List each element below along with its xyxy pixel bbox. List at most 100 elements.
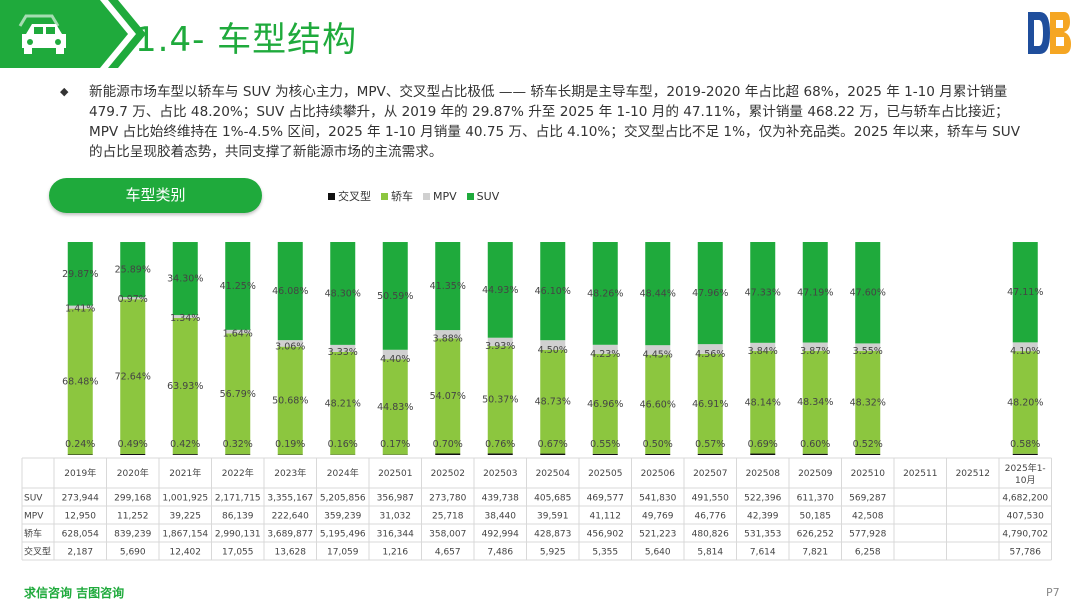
data-label: 48.30%: [325, 288, 361, 299]
bar-segment: [120, 453, 146, 455]
bar-segment: [1012, 453, 1038, 455]
category-label: 202503: [483, 469, 517, 479]
category-label: 202509: [798, 469, 833, 479]
table-cell: 359,239: [324, 512, 361, 522]
stacked-bar-chart: 0.24% 68.48% 1.41% 29.87% 0.49% 72.64% 0.97% 25…: [21, 241, 1052, 561]
bar-segment: [67, 242, 93, 306]
table-cell: 469,577: [587, 494, 624, 504]
data-label: 63.93%: [167, 381, 203, 392]
bar-segment: [697, 242, 723, 345]
table-cell: 7,614: [750, 548, 776, 558]
data-label: 3.06%: [275, 342, 305, 353]
data-label: 0.70%: [433, 439, 463, 450]
bar-segment: [225, 242, 251, 330]
bar-segment: [120, 297, 146, 300]
data-label: 4.10%: [1010, 346, 1040, 357]
bar-segment: [750, 342, 776, 351]
bar-segment: [172, 315, 198, 318]
data-label: 56.79%: [220, 389, 256, 400]
data-label: 50.37%: [482, 395, 518, 406]
data-label: 29.87%: [62, 269, 98, 280]
table-cell: 17,055: [222, 548, 254, 558]
table-cell: 456,902: [587, 530, 624, 540]
table-cell: 41,112: [590, 512, 622, 522]
bar-segment: [855, 453, 881, 455]
bar-segment: [1012, 342, 1038, 352]
data-label: 48.32%: [850, 397, 886, 408]
data-label: 46.08%: [272, 286, 308, 297]
legend-swatch: [466, 192, 474, 200]
table-cell: 839,239: [114, 530, 151, 540]
table-cell: 569,287: [849, 494, 886, 504]
category-label: 2022年: [222, 467, 254, 479]
bar-segment: [855, 242, 881, 344]
table-cell: 439,738: [482, 494, 519, 504]
bar-segment: [382, 359, 408, 455]
data-label: 0.60%: [800, 439, 830, 450]
bar-segment: [67, 305, 93, 309]
legend-item-crossover: 交叉型: [328, 188, 371, 204]
data-label: 34.30%: [167, 274, 203, 285]
data-label: 50.59%: [377, 291, 413, 302]
bar-segment: [802, 453, 828, 455]
data-label: 46.10%: [535, 286, 571, 297]
table-cell: 5,195,496: [320, 530, 366, 540]
category-label: 202508: [746, 469, 781, 479]
data-label: 0.52%: [853, 439, 883, 450]
data-label: 0.76%: [485, 439, 515, 450]
category-label: 2025年1-: [1005, 462, 1046, 474]
bar-segment: [277, 241, 303, 341]
data-label: 48.73%: [535, 397, 571, 408]
data-label: 47.19%: [797, 287, 833, 298]
bar-segment: [225, 329, 251, 334]
category-label: 202510: [851, 469, 886, 479]
data-label: 0.42%: [170, 439, 200, 450]
bar-segment: [382, 349, 408, 360]
bar-segment: [225, 333, 251, 455]
bar-segment: [172, 317, 198, 455]
bar-segment: [802, 242, 828, 343]
bar-segment: [540, 453, 566, 455]
table-cell: 39,225: [170, 512, 202, 522]
data-label: 47.11%: [1007, 287, 1043, 298]
bar-segment: [435, 338, 461, 454]
table-cell: 407,530: [1007, 512, 1044, 522]
data-label: 54.07%: [430, 391, 466, 402]
table-cell: 316,344: [377, 530, 414, 540]
table-cell: 405,685: [534, 494, 571, 504]
bar-segment: [750, 453, 776, 455]
bar-segment: [277, 346, 303, 455]
table-cell: 541,830: [639, 494, 676, 504]
data-label: 0.24%: [65, 439, 95, 450]
bar-segment: [172, 454, 198, 455]
bar-segment: [172, 242, 198, 316]
table-cell: 299,168: [114, 494, 151, 504]
table-cell: 428,873: [534, 530, 571, 540]
table-cell: 522,396: [744, 494, 781, 504]
data-label: 3.55%: [853, 346, 883, 357]
page-title: 1.4- 车型结构: [135, 20, 358, 60]
category-label: 202501: [378, 469, 412, 479]
table-cell: 4,682,200: [1002, 494, 1048, 504]
car-icon: [18, 14, 66, 54]
bar-segment: [697, 344, 723, 354]
category-label: 2021年: [169, 467, 201, 479]
table-cell: 1,216: [382, 548, 408, 558]
table-cell: 57,786: [1010, 548, 1042, 558]
category-label: 202512: [956, 469, 990, 479]
bar-segment: [1012, 351, 1038, 454]
data-label: 3.87%: [800, 346, 830, 357]
chart-legend: 交叉型 轿车 MPV SUV: [328, 188, 499, 204]
data-label: 41.25%: [220, 281, 256, 292]
data-label: 1.34%: [170, 313, 200, 324]
data-label: 1.64%: [223, 328, 253, 339]
table-cell: 521,223: [639, 530, 676, 540]
bar-segment: [487, 337, 513, 347]
legend-swatch: [328, 192, 335, 200]
bar-segment: [330, 351, 356, 455]
table-cell: 492,994: [482, 530, 519, 540]
data-label: 0.49%: [118, 439, 148, 450]
table-cell: 358,007: [429, 530, 466, 540]
bar-segment: [120, 299, 146, 454]
source-label: 求信咨询 吉图咨询: [24, 586, 125, 600]
